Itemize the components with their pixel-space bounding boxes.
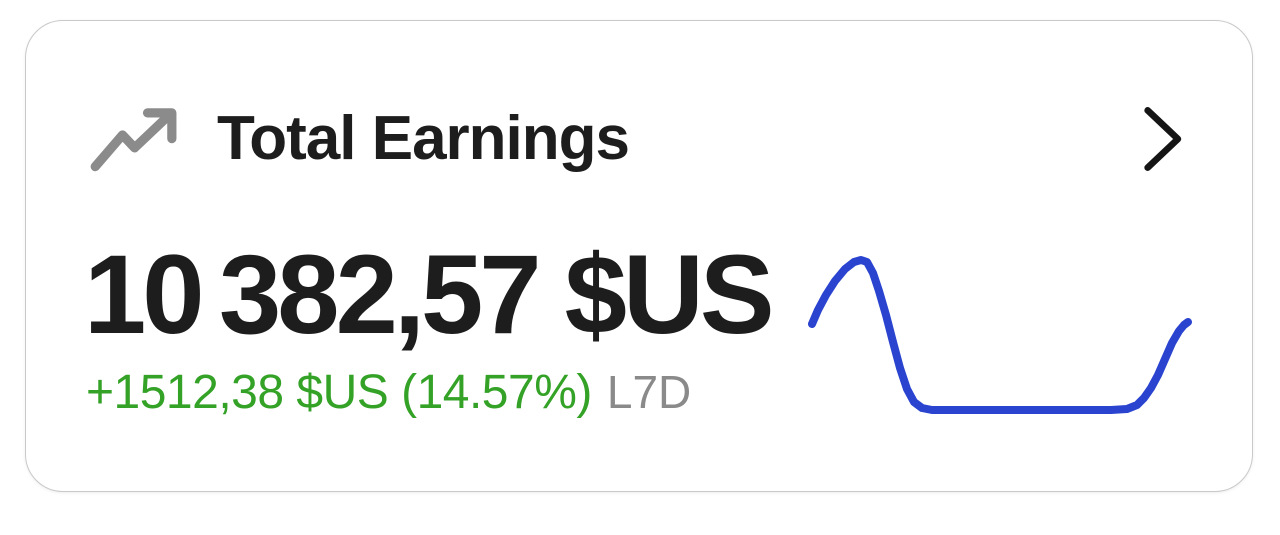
total-earnings-card[interactable]: Total Earnings 10 382,57 $US +1512,38 $U… <box>25 20 1253 492</box>
sparkline-path <box>808 256 1192 414</box>
total-amount: 10 382,57 $US <box>84 232 775 357</box>
earnings-sparkline <box>808 256 1192 414</box>
card-header: Total Earnings <box>89 97 630 181</box>
chevron-right-icon <box>1144 107 1182 171</box>
trending-up-icon <box>90 108 177 172</box>
card-title: Total Earnings <box>217 104 630 173</box>
change-value: +1512,38 $US (14.57%) <box>86 366 592 419</box>
open-details-button[interactable] <box>1136 101 1188 177</box>
change-row: +1512,38 $US (14.57%) L7D <box>86 369 691 417</box>
period-label: L7D <box>606 366 692 418</box>
